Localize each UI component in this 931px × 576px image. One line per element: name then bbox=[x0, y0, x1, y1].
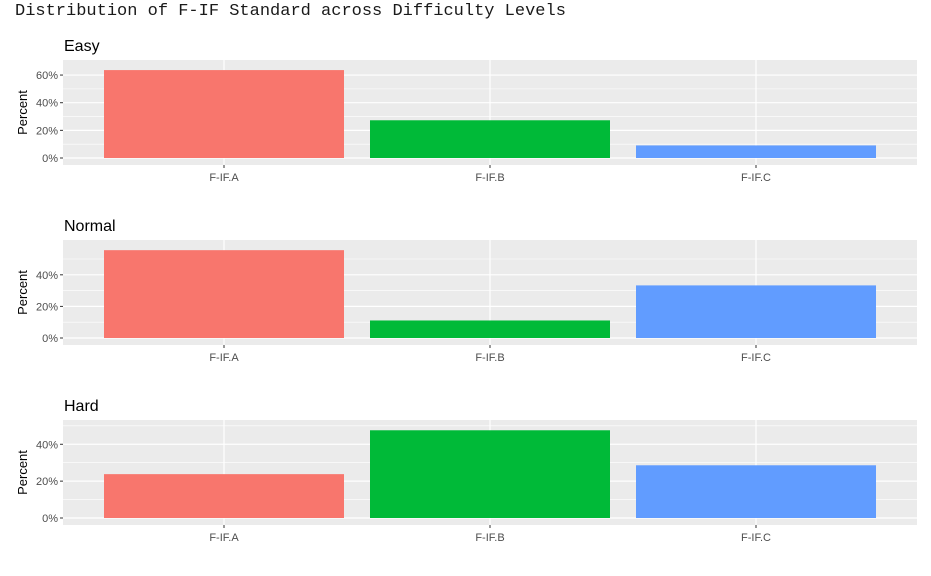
y-tick-label: 0% bbox=[42, 153, 58, 165]
panel-title: Hard bbox=[64, 398, 99, 415]
facet-panel-easy: 0% 20% 40% 60% F-IF.A F-IF.B F-IF.C Easy Percent bbox=[15, 38, 917, 184]
bar-f-if-b bbox=[370, 320, 610, 338]
x-tick-label: F-IF.A bbox=[209, 532, 239, 544]
bar-f-if-a bbox=[104, 474, 344, 518]
x-tick-label: F-IF.B bbox=[475, 352, 504, 364]
x-tick-label: F-IF.B bbox=[475, 532, 504, 544]
panel-title: Easy bbox=[64, 38, 100, 55]
x-tick-label: F-IF.A bbox=[209, 352, 239, 364]
x-tick-label: F-IF.B bbox=[475, 172, 504, 184]
x-tick-label: F-IF.C bbox=[741, 352, 771, 364]
bar-f-if-a bbox=[104, 250, 344, 338]
x-tick-label: F-IF.C bbox=[741, 532, 771, 544]
y-axis-title: Percent bbox=[15, 270, 30, 315]
bar-f-if-c bbox=[636, 145, 876, 158]
x-tick-label: F-IF.A bbox=[209, 172, 239, 184]
bar-f-if-b bbox=[370, 120, 610, 158]
y-tick-label: 0% bbox=[42, 513, 58, 525]
bar-f-if-c bbox=[636, 285, 876, 338]
bar-f-if-b bbox=[370, 430, 610, 518]
bar-f-if-a bbox=[104, 70, 344, 158]
y-tick-label: 40% bbox=[36, 439, 58, 451]
y-axis-title: Percent bbox=[15, 450, 30, 495]
y-tick-label: 0% bbox=[42, 333, 58, 345]
bar-f-if-c bbox=[636, 465, 876, 518]
x-tick-label: F-IF.C bbox=[741, 172, 771, 184]
y-tick-label: 60% bbox=[36, 70, 58, 82]
y-axis-title: Percent bbox=[15, 90, 30, 135]
facet-panel-normal: 0% 20% 40% F-IF.A F-IF.B F-IF.C Normal Percent bbox=[15, 218, 917, 364]
y-tick-label: 40% bbox=[36, 98, 58, 110]
chart-title: Distribution of F-IF Standard across Dif… bbox=[15, 2, 566, 21]
panel-title: Normal bbox=[64, 218, 116, 235]
y-tick-label: 20% bbox=[36, 125, 58, 137]
facet-panel-hard: 0% 20% 40% F-IF.A F-IF.B F-IF.C Hard Percent bbox=[15, 398, 917, 544]
y-tick-label: 20% bbox=[36, 476, 58, 488]
y-tick-label: 20% bbox=[36, 301, 58, 313]
y-tick-label: 40% bbox=[36, 270, 58, 282]
